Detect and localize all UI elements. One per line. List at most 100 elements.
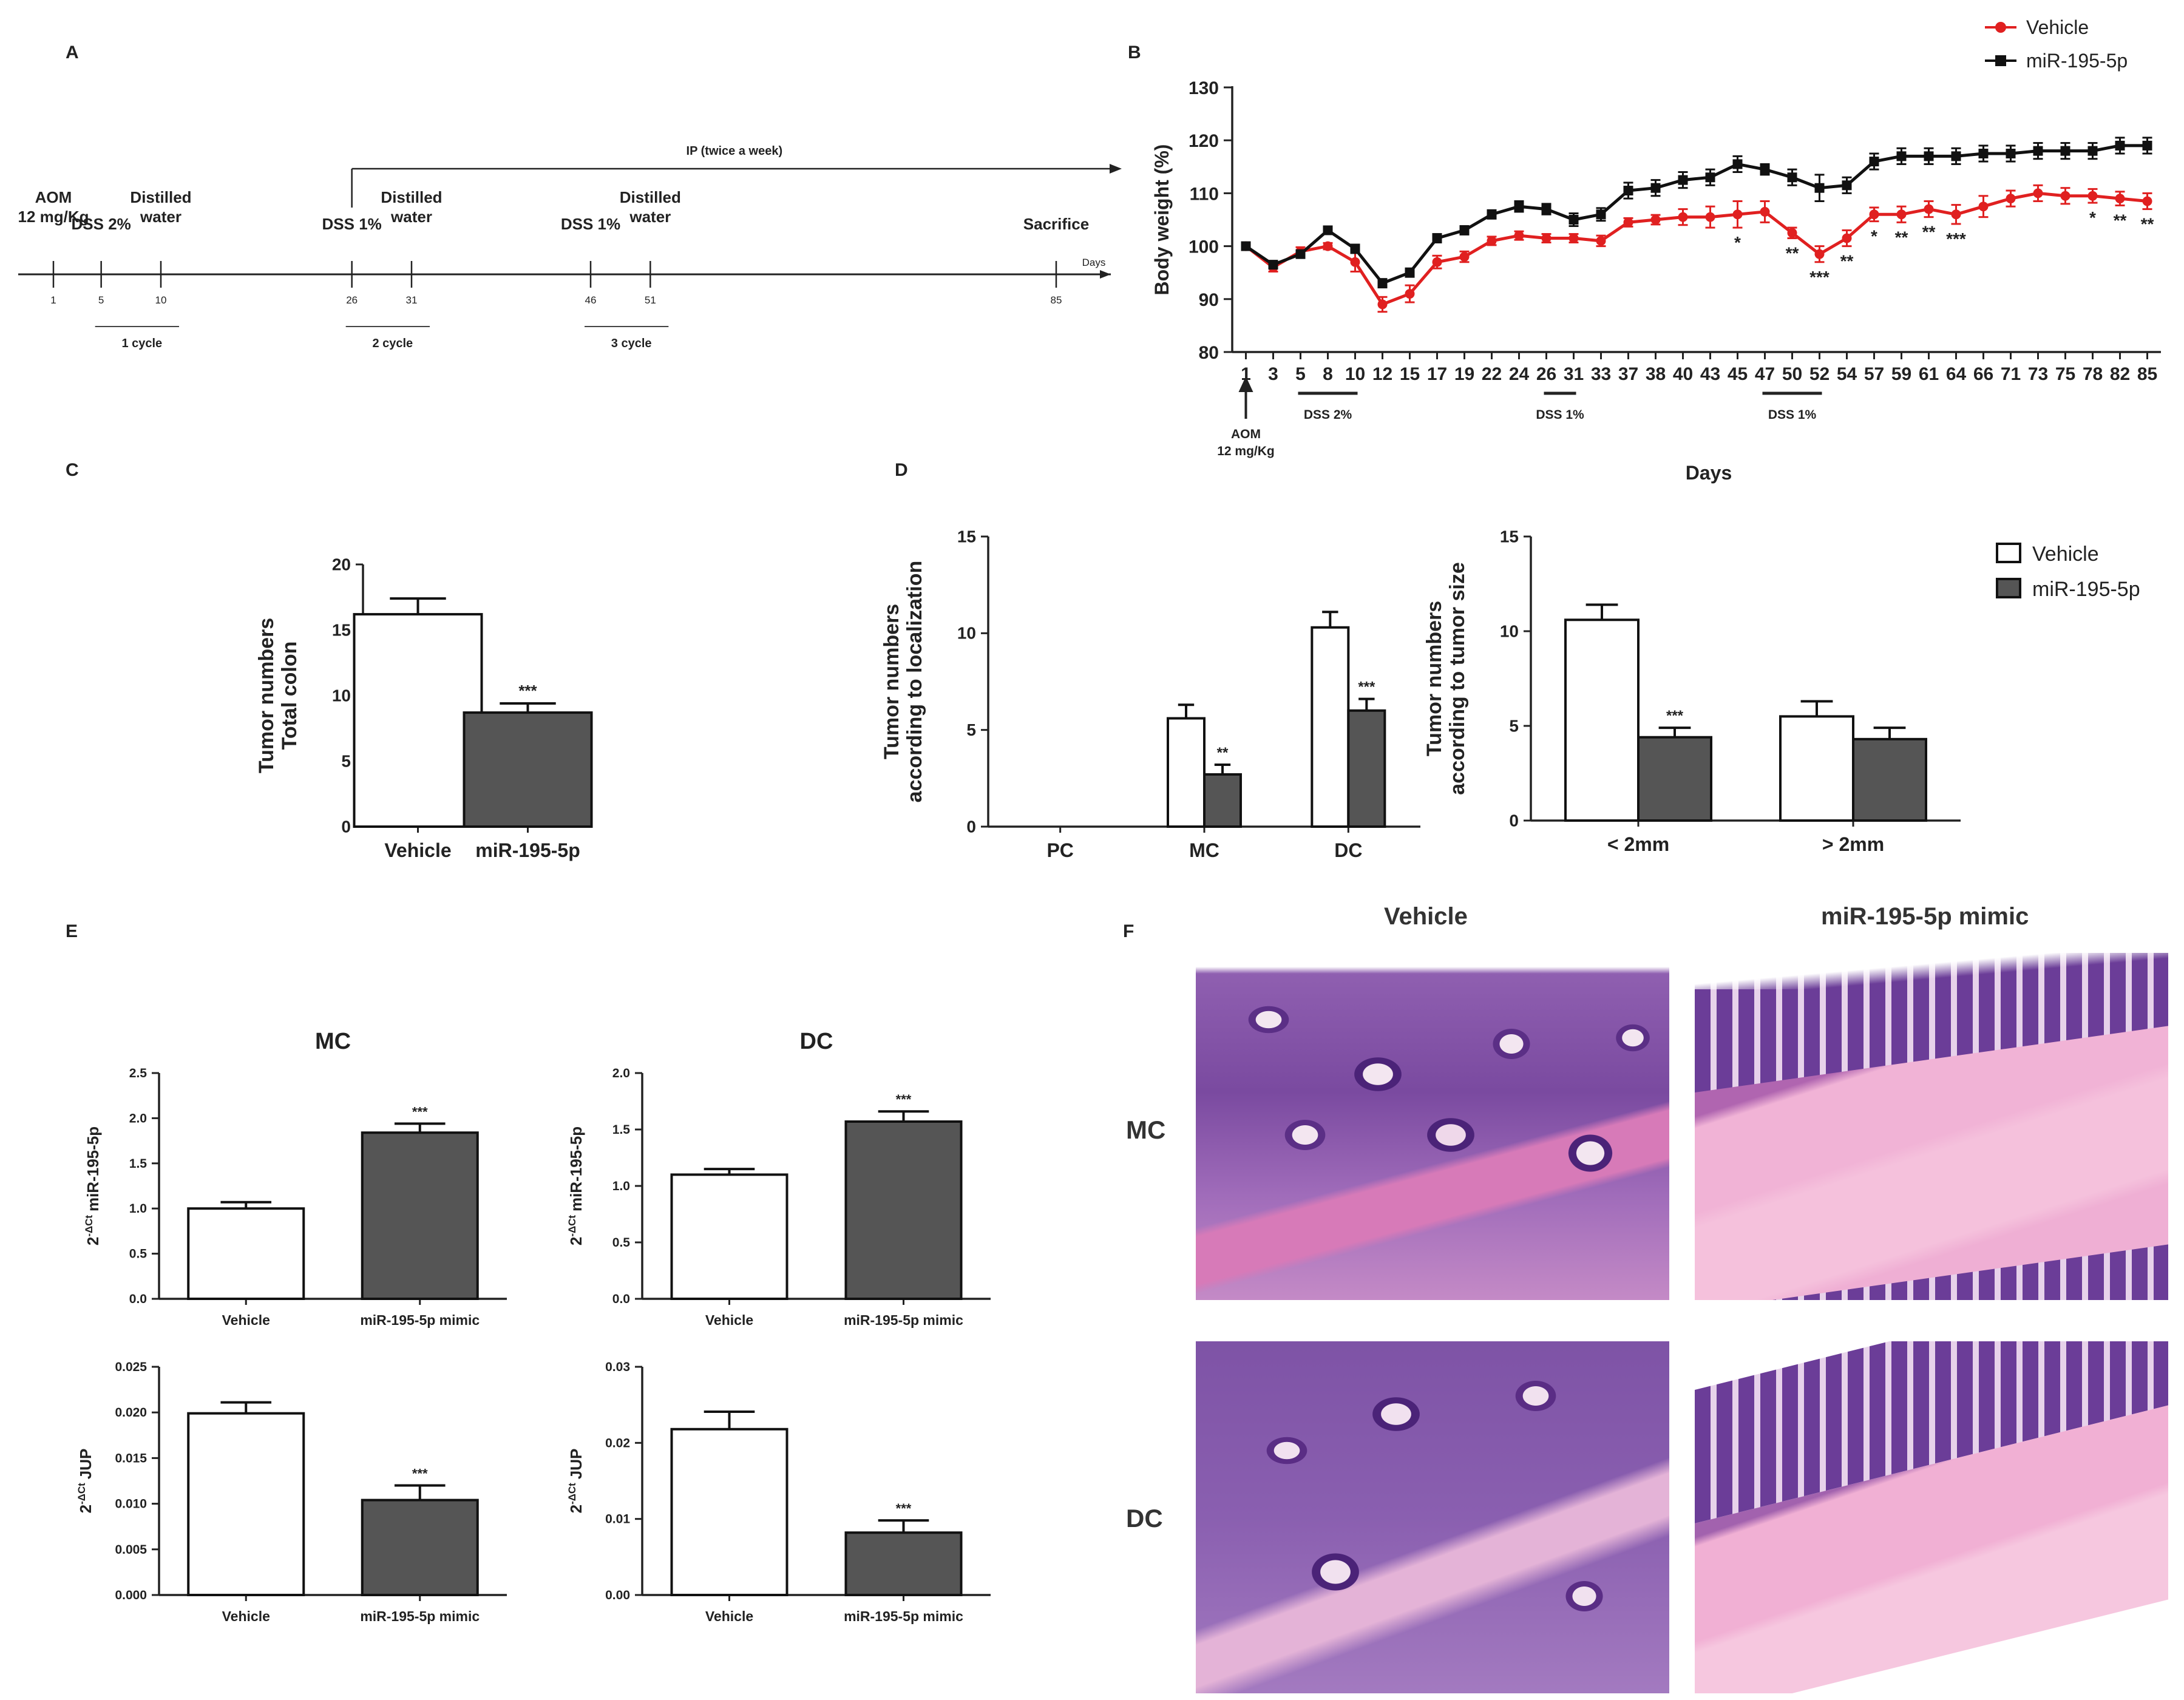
b-x-tick-label: 26 [1536,364,1556,384]
b-y-tick-label: 90 [1199,290,1219,310]
timeline-event-label: water [629,208,671,226]
D1-x-tick-label: MC [1189,839,1219,861]
b-y-tick-label: 130 [1189,78,1219,98]
b-point-mir [1787,172,1797,183]
timeline-day-number: 10 [155,294,167,306]
b-x-tick-label: 38 [1646,364,1666,384]
b-point-mir [2060,146,2070,156]
D1-y-tick-label: 0 [966,817,976,836]
histology-row-dc: DC [1126,1504,1163,1532]
b-point-mir [1951,151,1961,161]
D2-y-axis-title: according to tumor size [1446,562,1469,795]
b-point-vehicle [1432,257,1442,267]
E4-y-tick-label: 0.00 [605,1588,630,1602]
b-y-axis-title: Body weight (%) [1151,144,1173,296]
b-point-mir [1323,225,1333,235]
b-point-vehicle [1951,209,1961,220]
cycle-label: 2 cycle [372,337,413,350]
b-y-tick-label: 80 [1199,343,1219,363]
b-point-mir [1732,159,1743,169]
E3-bar-mir [361,1499,479,1596]
timeline-day-number: 31 [406,294,418,306]
C-bar-vehicle [353,613,483,828]
D2-y-axis-title: Tumor numbers [1423,601,1446,756]
b-x-tick-label: 50 [1782,364,1802,384]
b-x-tick-label: 66 [1973,364,1993,384]
b-point-vehicle [2115,194,2125,204]
E1-y-tick-label: 2.5 [129,1066,148,1080]
E1-y-tick-label: 1.5 [129,1157,148,1171]
b-point-vehicle [1842,233,1852,243]
cycle-label: 3 cycle [611,337,652,350]
b-legend-marker [1995,55,2006,66]
b-point-vehicle [1568,233,1579,243]
d-legend-swatch-vehicle [1996,543,2021,563]
b-point-mir [1623,186,1633,196]
C-y-tick-label: 20 [332,555,351,574]
D1-significance-star: *** [1358,679,1375,696]
b-significance-star: * [1871,227,1877,246]
E1-x-tick-label: Vehicle [222,1312,270,1328]
histology-image-vehicle-mc [1196,953,1669,1300]
b-point-vehicle [2060,191,2070,201]
E4-bar-vehicle [670,1427,788,1597]
C-significance-star: *** [518,682,537,700]
D2-y-tick-label: 10 [1500,621,1519,640]
b-x-tick-label: 47 [1755,364,1775,384]
timeline-day-number: 51 [645,294,656,306]
panel-label-a: A [66,42,79,63]
b-x-tick-label: 10 [1345,364,1365,384]
b-series-line-vehicle [1244,191,2148,306]
E1-y-tick-label: 1.0 [129,1202,147,1216]
E1-bar-vehicle [187,1207,305,1300]
E1-y-tick-label: 0.0 [129,1292,147,1306]
b-y-tick-label: 100 [1189,237,1219,257]
b-point-mir [1842,180,1852,191]
E3-x-tick-label: miR-195-5p mimic [360,1608,480,1624]
b-point-vehicle [2006,194,2016,204]
E3-y-tick-label: 0.025 [115,1360,147,1374]
D1-bar-vehicle [1167,717,1206,828]
histology-image-mimic-dc [1695,1341,2168,1693]
panel-label-f: F [1123,921,1134,941]
timeline-event-label: DSS 1% [561,215,620,233]
b-point-mir [2087,146,2098,156]
timeline-event-label: AOM [35,188,72,206]
b-point-mir [1814,183,1825,193]
d-legend-label: Vehicle [2032,543,2099,566]
histology-row-mc: MC [1126,1116,1166,1144]
y-axis-base: 2 [567,1505,585,1513]
D1-y-tick-label: 5 [966,720,976,739]
b-point-mir [1760,164,1770,175]
E2-y-tick-label: 1.5 [612,1123,631,1137]
b-point-vehicle [1924,204,1934,214]
b-y-tick-label: 120 [1189,131,1219,151]
cycle-label: 1 cycle [121,337,162,350]
b-point-vehicle [1978,201,1989,212]
histology-col-vehicle: Vehicle [1384,903,1468,930]
b-significance-star: ** [1895,228,1908,246]
b-x-tick-label: 1 [1241,364,1251,384]
b-point-mir [2115,140,2125,151]
E1-significance-star: *** [412,1104,428,1119]
y-axis-base: 2 [84,1237,102,1245]
D1-significance-star: ** [1217,745,1229,761]
ip-arrowhead [1110,164,1122,174]
b-point-mir [1568,215,1579,225]
E4-significance-star: *** [896,1501,912,1516]
D2-x-tick-label: > 2mm [1822,833,1884,855]
E4-y-tick-label: 0.02 [605,1436,630,1450]
D1-y-axis-title: Tumor numbers [880,604,903,759]
E3-x-tick-label: Vehicle [222,1608,270,1624]
y-axis-base: 2 [567,1237,585,1245]
b-point-vehicle [1487,235,1497,246]
E1-y-tick-label: 0.5 [129,1247,148,1261]
b-x-tick-label: 37 [1618,364,1638,384]
b-y-tick-label: 110 [1190,184,1219,204]
b-point-vehicle [2142,196,2152,206]
b-x-tick-label: 45 [1728,364,1748,384]
b-x-tick-label: 57 [1864,364,1884,384]
b-x-tick-label: 54 [1837,364,1857,384]
y-axis-gene: miR-195-5p [567,1126,585,1211]
